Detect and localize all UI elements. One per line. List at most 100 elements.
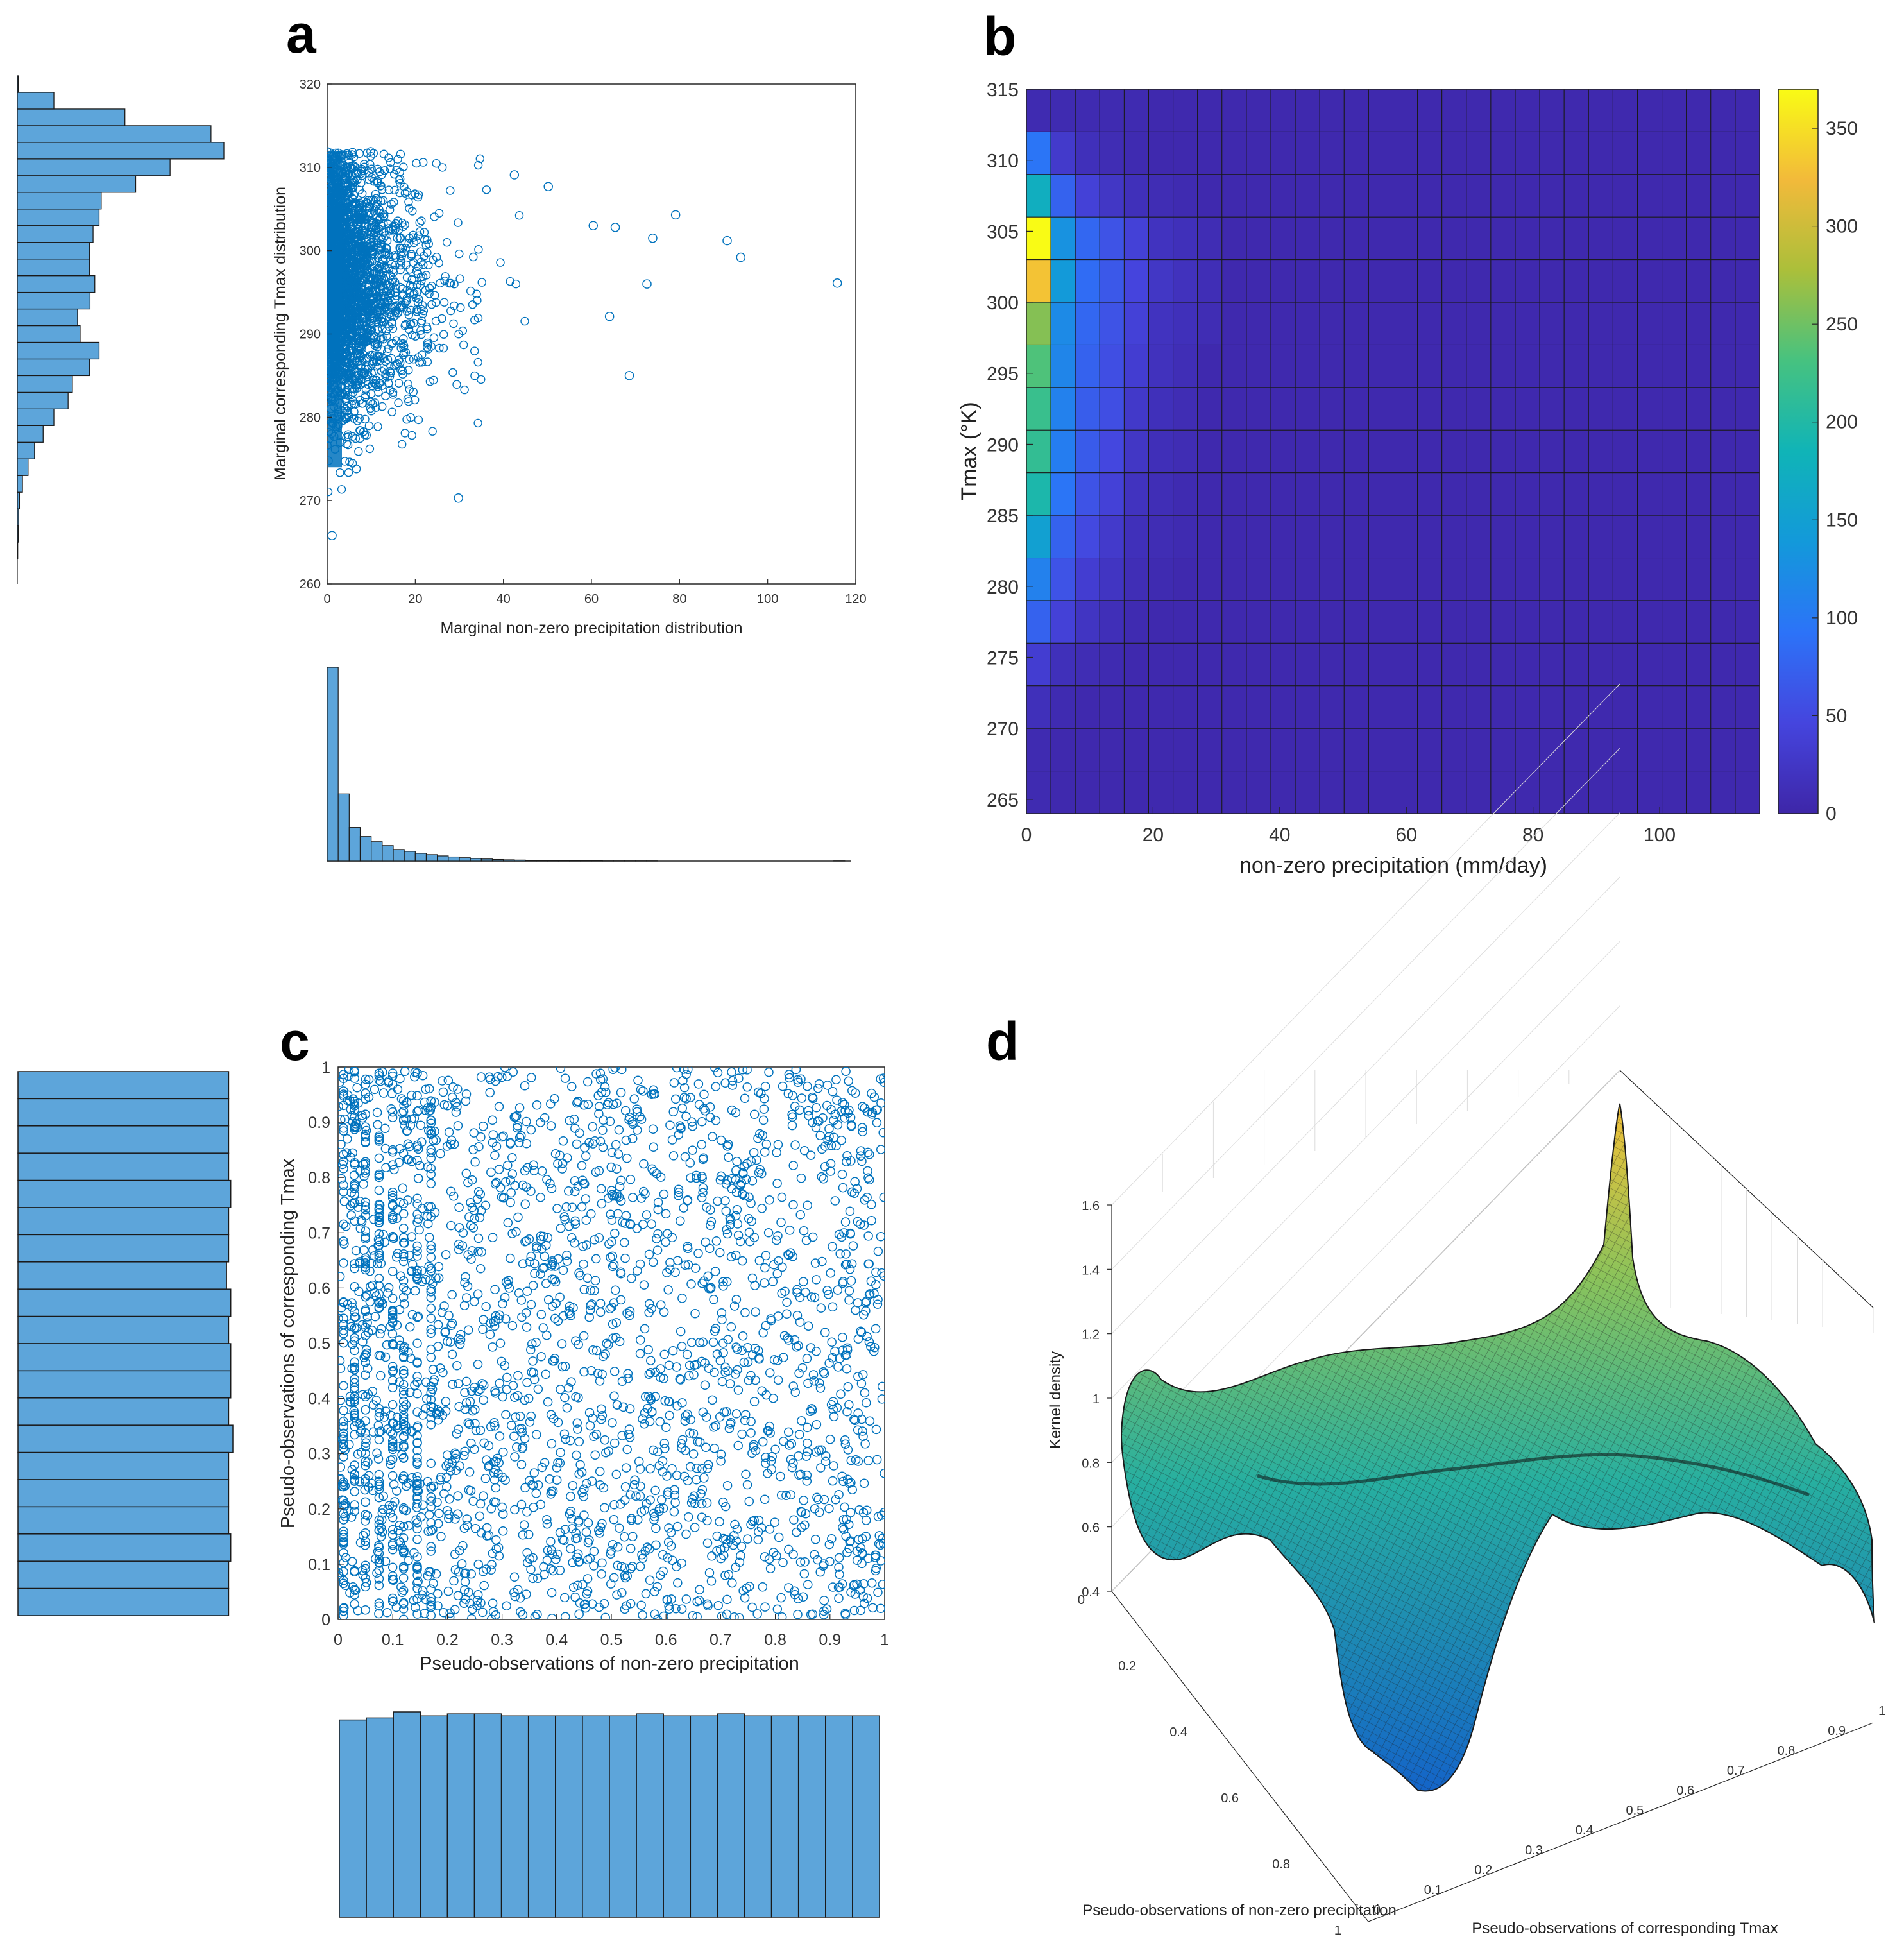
scatter-point (517, 1424, 527, 1434)
heatmap-cell (1270, 429, 1296, 474)
heatmap-cell (1637, 642, 1663, 687)
heatmap-cell (1662, 344, 1687, 388)
x-tick-label: 0 (1021, 824, 1032, 846)
heatmap-cell (1686, 771, 1712, 814)
scatter-point (650, 1367, 660, 1378)
heatmap-cell (1662, 216, 1687, 261)
scatter-point (635, 1259, 645, 1269)
scatter-point (415, 227, 425, 236)
scatter-point (395, 1520, 404, 1530)
scatter-point (828, 1353, 837, 1363)
heatmap-cell (1343, 387, 1369, 431)
scatter-point (405, 289, 414, 298)
scatter-point (697, 1499, 707, 1509)
scatter-point (447, 1349, 457, 1360)
scatter-point (690, 1498, 700, 1508)
heatmap-cell (1466, 558, 1492, 601)
scatter-point (450, 1605, 460, 1614)
heatmap-cell (1270, 771, 1296, 814)
heatmap-cell (1099, 89, 1125, 132)
scatter-point (685, 1428, 695, 1438)
scatter-point (522, 1116, 531, 1127)
scatter-point (794, 1430, 804, 1439)
scatter-point (665, 1120, 675, 1130)
heatmap-cell (1123, 642, 1150, 687)
scatter-point (754, 1256, 765, 1266)
scatter-point (711, 1324, 720, 1333)
scatter-point (606, 1549, 616, 1559)
panel-c-point-cloud (338, 1067, 885, 1619)
scatter-point (542, 1330, 552, 1340)
heatmap-cell (1148, 728, 1174, 772)
scatter-point (575, 1128, 584, 1138)
scatter-point (520, 1081, 530, 1091)
heatmap-cell (1319, 216, 1345, 261)
scatter-point (706, 1220, 715, 1231)
scatter-point (467, 1202, 477, 1213)
scatter-point (813, 1555, 822, 1565)
scatter-point (338, 1396, 345, 1405)
scatter-point (560, 1593, 570, 1603)
heatmap-cell (1710, 259, 1736, 303)
y-tick-label: 320 (300, 78, 321, 92)
heatmap-cell (1686, 387, 1712, 431)
scatter-point (636, 1600, 646, 1610)
histogram-bar (393, 849, 405, 862)
scatter-point (653, 1229, 663, 1239)
scatter-point (585, 1553, 595, 1563)
scatter-point (341, 1553, 351, 1562)
scatter-point (357, 300, 366, 309)
scatter-point (769, 1548, 779, 1557)
scatter-point (606, 1162, 616, 1172)
scatter-point (824, 1358, 834, 1368)
heatmap-cell (1246, 302, 1271, 345)
histogram-bar (17, 209, 100, 226)
scatter-point (445, 1494, 454, 1504)
heatmap-cell (1270, 387, 1296, 431)
scatter-point (473, 160, 483, 170)
scatter-point (343, 1071, 353, 1081)
scatter-point (429, 333, 439, 342)
scatter-point (777, 1192, 787, 1202)
scatter-point (412, 305, 421, 314)
scatter-point (804, 1111, 813, 1121)
heatmap-cell (1563, 472, 1589, 516)
scatter-point (811, 1122, 821, 1132)
heatmap-cell (1173, 387, 1198, 431)
heatmap-cell (1686, 642, 1712, 687)
heatmap-cell (1612, 558, 1638, 601)
scatter-point (344, 468, 353, 477)
heatmap-cell (1099, 387, 1125, 431)
histogram-bar (536, 860, 548, 862)
heatmap-cell (1295, 344, 1320, 388)
scatter-point (718, 1338, 728, 1348)
scatter-point (527, 1339, 537, 1349)
scatter-point (361, 1438, 371, 1448)
scatter-point (638, 1414, 647, 1424)
scatter-point (509, 1587, 519, 1598)
heatmap-cell (1417, 600, 1443, 644)
heatmap-cell (1343, 728, 1369, 772)
scatter-point (379, 228, 389, 237)
scatter-point (456, 303, 465, 312)
histogram-bar (525, 860, 537, 862)
histogram-bar (557, 860, 570, 862)
heatmap-cell (1710, 302, 1736, 345)
y-tick-label: 305 (987, 221, 1019, 243)
heatmap-cell (1710, 174, 1736, 218)
scatter-point (407, 1426, 416, 1436)
heatmap-cell (1343, 344, 1369, 388)
scatter-point (528, 1356, 538, 1366)
scatter-point (522, 1322, 532, 1332)
scatter-point (514, 211, 524, 220)
scatter-point (450, 301, 459, 311)
scatter-point (462, 1521, 472, 1530)
scatter-point (799, 1226, 809, 1236)
scatter-point (428, 1365, 438, 1374)
scatter-point (845, 1537, 854, 1546)
heatmap-cell (1637, 216, 1663, 261)
scatter-point (422, 1394, 432, 1404)
heatmap-cell (1417, 472, 1443, 516)
scatter-point (550, 1149, 561, 1159)
scatter-point (507, 1320, 518, 1331)
